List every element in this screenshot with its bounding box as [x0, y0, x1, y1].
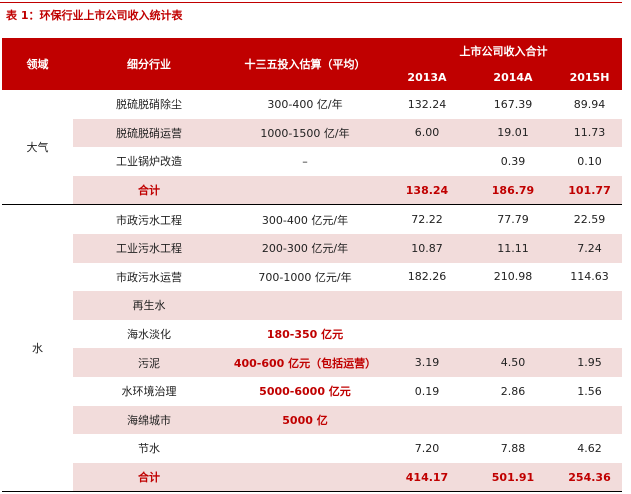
revenue-table: 领域 细分行业 十三五投入估算（平均） 上市公司收入合计 2013A 2014A… — [2, 38, 623, 493]
sub-industry: 节水 — [138, 442, 160, 456]
revenue-value: 114.63 — [570, 270, 609, 284]
revenue-value: 10.87 — [385, 233, 469, 263]
top-divider — [0, 2, 622, 3]
table-row: 合计 138.24 186.79 101.77 — [2, 175, 623, 206]
investment-estimate — [225, 462, 385, 493]
revenue-value: 210.98 — [493, 270, 533, 284]
revenue-value: 167.39 — [493, 97, 533, 111]
sub-industry: 海绵城市 — [73, 405, 225, 435]
header-revenue: 上市公司收入合计 — [385, 38, 623, 64]
investment-estimate: 200-300 亿元/年 — [225, 233, 385, 263]
sub-industry: 市政污水工程 — [116, 213, 182, 227]
table-row: 合计 414.17 501.91 254.36 — [2, 462, 623, 493]
investment-estimate — [225, 291, 385, 320]
investment-estimate — [225, 175, 385, 206]
sub-industry: 海水淡化 — [127, 328, 171, 342]
sub-industry: 污泥 — [73, 348, 225, 377]
table-row: 水环境治理 5000-6000 亿元 0.19 2.86 1.56 — [2, 377, 622, 406]
revenue-value: 3.19 — [385, 348, 469, 377]
revenue-value: 1.95 — [557, 348, 623, 377]
revenue-value: 186.79 — [469, 175, 557, 206]
domain-cell: 水 — [2, 204, 73, 493]
revenue-value: 19.01 — [469, 118, 557, 148]
revenue-value — [557, 291, 623, 320]
revenue-value — [469, 320, 557, 349]
header-year: 2013A — [385, 64, 469, 90]
header-invest: 十三五投入估算（平均） — [225, 38, 385, 90]
investment-estimate — [225, 434, 385, 463]
revenue-value: 4.62 — [577, 441, 602, 455]
header-year: 2014A — [469, 64, 557, 90]
investment-estimate: – — [302, 154, 308, 168]
sub-industry: 再生水 — [73, 291, 225, 320]
sub-industry: 工业污水工程 — [73, 233, 225, 263]
table-row: 市政污水运营 700-1000 亿元/年 182.26 210.98 114.63 — [2, 263, 622, 292]
revenue-value: 77.79 — [497, 213, 529, 227]
table-row: 大气 脱硫脱硝除尘 300-400 亿/年 132.24 167.39 89.94 — [2, 90, 622, 206]
investment-estimate: 300-400 亿/年 — [267, 98, 343, 112]
sub-industry: 脱硫脱硝运营 — [73, 118, 225, 148]
table-row: 海水淡化 180-350 亿元 — [2, 320, 622, 349]
revenue-value — [469, 405, 557, 435]
table-row: 节水 7.20 7.88 4.62 — [2, 434, 622, 463]
sub-industry: 工业锅炉改造 — [116, 155, 182, 169]
investment-estimate: 300-400 亿元/年 — [261, 213, 349, 227]
header-domain: 领域 — [2, 38, 73, 90]
table-row: 工业污水工程 200-300 亿元/年 10.87 11.11 7.24 — [2, 233, 623, 263]
revenue-value: 7.88 — [500, 441, 526, 455]
revenue-value: 7.24 — [557, 233, 623, 263]
revenue-value — [557, 320, 622, 349]
revenue-value: 138.24 — [385, 175, 469, 206]
sub-industry: 市政污水运营 — [116, 270, 182, 284]
sub-industry: 合计 — [73, 462, 225, 493]
revenue-value — [385, 320, 469, 349]
revenue-value: 182.26 — [407, 270, 447, 284]
revenue-value: 501.91 — [469, 462, 557, 493]
sub-industry: 合计 — [73, 175, 225, 206]
investment-estimate: 5000-6000 亿元 — [259, 385, 351, 399]
investment-estimate: 1000-1500 亿/年 — [225, 118, 385, 148]
revenue-value — [557, 405, 623, 435]
revenue-value: 11.11 — [469, 233, 557, 263]
table-row: 再生水 — [2, 291, 623, 320]
revenue-value: 132.24 — [407, 97, 447, 111]
table-row: 水 市政污水工程 300-400 亿元/年 72.22 77.79 22.59 — [2, 204, 622, 493]
revenue-value: 72.22 — [411, 213, 443, 227]
table-row: 工业锅炉改造 – 0.39 0.10 — [2, 147, 622, 176]
revenue-value — [385, 291, 469, 320]
table-caption: 表 1：环保行业上市公司收入统计表 — [6, 9, 183, 22]
revenue-value: 0.39 — [500, 154, 526, 168]
revenue-value: 0.10 — [577, 154, 602, 168]
investment-estimate: 700-1000 亿元/年 — [258, 270, 352, 284]
domain-cell: 大气 — [2, 90, 73, 206]
header-year: 2015H — [557, 64, 623, 90]
revenue-value: 11.73 — [557, 118, 623, 148]
sub-industry: 脱硫脱硝除尘 — [116, 98, 182, 112]
investment-estimate: 180-350 亿元 — [266, 328, 344, 342]
sub-industry: 水环境治理 — [121, 385, 177, 399]
revenue-value — [385, 405, 469, 435]
revenue-value: 2.86 — [500, 384, 526, 398]
revenue-value: 22.59 — [573, 213, 606, 227]
revenue-value — [385, 147, 469, 176]
revenue-value: 0.19 — [414, 384, 440, 398]
revenue-value: 254.36 — [557, 462, 623, 493]
revenue-value: 7.20 — [414, 441, 440, 455]
revenue-value: 89.94 — [573, 97, 606, 111]
revenue-value — [469, 291, 557, 320]
table-row: 脱硫脱硝运营 1000-1500 亿/年 6.00 19.01 11.73 — [2, 118, 623, 148]
revenue-value: 1.56 — [577, 384, 602, 398]
table-row: 污泥 400-600 亿元（包括运营） 3.19 4.50 1.95 — [2, 348, 623, 377]
revenue-value: 6.00 — [385, 118, 469, 148]
investment-estimate: 5000 亿 — [225, 405, 385, 435]
revenue-value: 414.17 — [385, 462, 469, 493]
investment-estimate: 400-600 亿元（包括运营） — [225, 348, 385, 377]
header-sub: 细分行业 — [73, 38, 225, 90]
table-row: 海绵城市 5000 亿 — [2, 405, 623, 435]
revenue-value: 4.50 — [469, 348, 557, 377]
revenue-value: 101.77 — [557, 175, 623, 206]
